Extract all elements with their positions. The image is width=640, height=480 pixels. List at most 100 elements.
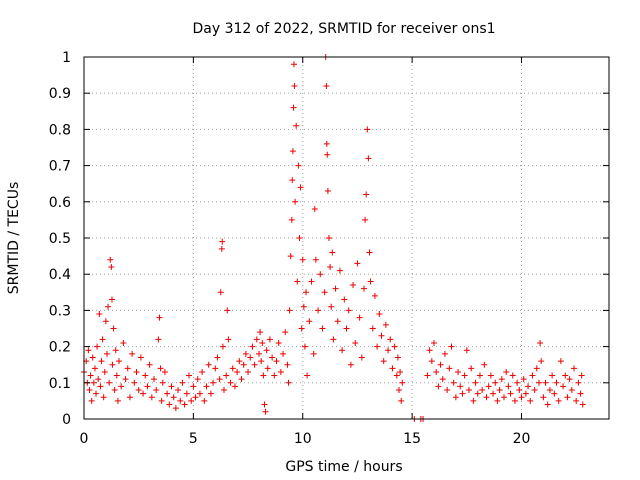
data-point <box>296 235 303 241</box>
data-point <box>529 372 536 379</box>
data-point <box>457 383 464 390</box>
data-point <box>192 394 199 401</box>
data-point <box>109 296 115 303</box>
data-point <box>258 358 265 365</box>
data-point <box>317 271 324 278</box>
grid-lines <box>84 57 609 419</box>
data-point <box>356 314 363 321</box>
data-point <box>369 325 376 332</box>
data-point <box>466 387 472 394</box>
data-point <box>164 390 171 397</box>
x-tick-label: 5 <box>189 431 198 447</box>
data-point <box>177 397 184 404</box>
data-point <box>224 307 231 314</box>
data-point <box>551 390 558 397</box>
data-point <box>295 162 302 169</box>
data-point <box>116 358 122 365</box>
x-tick-label: 10 <box>294 431 312 447</box>
data-point <box>236 358 243 365</box>
data-point <box>181 401 188 408</box>
data-point <box>347 361 354 368</box>
data-point <box>332 285 339 292</box>
data-point <box>275 339 282 346</box>
data-point <box>542 379 549 386</box>
tick-labels: 0 5 10 15 20 0 0.1 0.2 0.3 0.4 0.5 0.6 0.7 0.8 0.9 1 <box>49 50 531 447</box>
data-point <box>382 321 389 328</box>
data-point <box>540 394 547 401</box>
data-point <box>86 387 93 394</box>
data-point <box>578 372 585 379</box>
data-point <box>487 372 494 379</box>
data-point <box>289 148 296 155</box>
data-point <box>323 82 330 89</box>
data-point <box>446 365 453 372</box>
data-point <box>179 379 186 386</box>
data-point <box>146 361 153 368</box>
data-point <box>161 368 168 375</box>
data-point <box>398 397 405 404</box>
data-point <box>166 401 173 408</box>
data-point <box>308 278 315 285</box>
data-point <box>522 390 529 397</box>
data-point <box>358 354 365 361</box>
data-point <box>103 350 110 357</box>
data-point <box>87 372 94 379</box>
data-point <box>441 350 448 357</box>
data-point <box>207 390 214 397</box>
y-tick-label: 0.7 <box>49 159 71 175</box>
data-point <box>393 372 400 379</box>
data-point <box>264 365 271 372</box>
data-point <box>201 397 208 404</box>
data-point <box>223 372 230 379</box>
data-point <box>196 390 203 397</box>
data-point <box>544 401 551 408</box>
data-point <box>334 318 341 325</box>
y-tick-label: 0.4 <box>49 267 71 283</box>
data-point <box>242 350 249 357</box>
data-point <box>518 394 525 401</box>
data-point <box>511 397 518 404</box>
data-point <box>310 350 317 357</box>
data-point <box>157 365 164 372</box>
data-point <box>431 339 437 346</box>
data-point <box>538 358 545 365</box>
plot-frame <box>83 56 610 420</box>
data-point <box>312 256 319 263</box>
data-point <box>525 383 532 390</box>
data-point <box>234 368 241 375</box>
data-point <box>142 372 149 379</box>
data-point <box>249 343 256 350</box>
data-point <box>131 379 138 386</box>
data-points <box>81 54 586 422</box>
data-point <box>293 122 300 129</box>
data-point <box>490 390 497 397</box>
data-point <box>218 245 225 252</box>
y-tick-label: 0.3 <box>49 303 71 319</box>
data-point <box>109 361 116 368</box>
data-point <box>291 82 298 89</box>
data-point <box>354 260 361 267</box>
data-point <box>294 278 301 285</box>
data-point <box>221 387 227 394</box>
data-point <box>285 379 292 386</box>
data-point <box>153 387 160 394</box>
data-point <box>273 358 280 365</box>
data-point <box>107 256 114 263</box>
data-point <box>108 263 115 270</box>
data-point <box>144 383 151 390</box>
data-point <box>461 372 468 379</box>
data-point <box>424 372 431 379</box>
data-point <box>199 368 206 375</box>
data-point <box>343 325 350 332</box>
data-point <box>479 387 486 394</box>
y-tick-label: 0 <box>62 412 71 428</box>
x-tick-label: 20 <box>513 431 531 447</box>
data-point <box>546 387 553 394</box>
data-point <box>573 397 580 404</box>
data-point <box>468 365 475 372</box>
data-point <box>93 390 100 397</box>
data-point <box>100 394 107 401</box>
data-point <box>426 347 433 354</box>
data-point <box>216 376 223 383</box>
data-point <box>483 394 490 401</box>
